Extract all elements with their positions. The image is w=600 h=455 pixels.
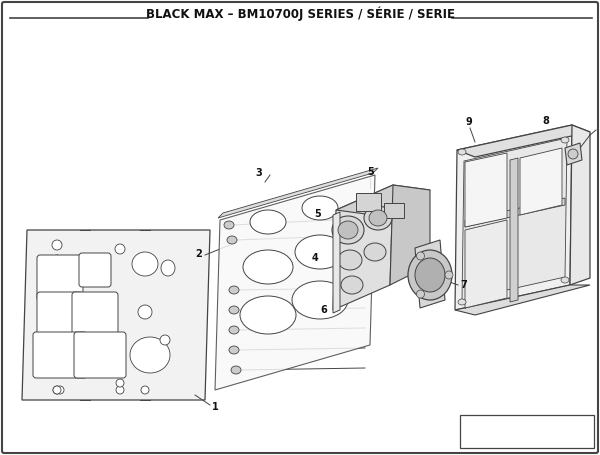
- FancyBboxPatch shape: [37, 255, 83, 301]
- Ellipse shape: [295, 235, 345, 269]
- Polygon shape: [465, 198, 565, 227]
- Ellipse shape: [458, 149, 466, 155]
- Ellipse shape: [116, 379, 124, 387]
- Text: 9: 9: [465, 117, 472, 127]
- Polygon shape: [336, 185, 430, 215]
- Polygon shape: [570, 125, 590, 285]
- FancyBboxPatch shape: [356, 193, 381, 211]
- Text: BLACK MAX – BM10700J SERIES / SÉRIE / SERIE: BLACK MAX – BM10700J SERIES / SÉRIE / SE…: [146, 7, 455, 21]
- FancyBboxPatch shape: [37, 292, 83, 338]
- Ellipse shape: [53, 386, 61, 394]
- Ellipse shape: [458, 299, 466, 305]
- FancyBboxPatch shape: [72, 292, 118, 338]
- Polygon shape: [22, 230, 210, 400]
- Ellipse shape: [445, 271, 453, 279]
- Text: FIGURE C: FIGURE C: [496, 421, 558, 435]
- Ellipse shape: [302, 196, 338, 220]
- Text: 6: 6: [320, 305, 327, 315]
- Ellipse shape: [229, 326, 239, 334]
- Ellipse shape: [568, 149, 578, 159]
- Polygon shape: [333, 212, 340, 313]
- Ellipse shape: [364, 243, 386, 261]
- Ellipse shape: [364, 206, 392, 230]
- FancyBboxPatch shape: [74, 332, 126, 378]
- Ellipse shape: [224, 221, 234, 229]
- Ellipse shape: [132, 252, 158, 276]
- Text: 3: 3: [255, 168, 262, 178]
- Ellipse shape: [116, 386, 124, 394]
- Text: 2: 2: [195, 249, 202, 259]
- Ellipse shape: [53, 386, 61, 394]
- Ellipse shape: [130, 337, 170, 373]
- Ellipse shape: [229, 346, 239, 354]
- Text: 7: 7: [460, 280, 467, 290]
- Ellipse shape: [227, 236, 237, 244]
- Ellipse shape: [243, 250, 293, 284]
- Ellipse shape: [415, 258, 445, 292]
- Polygon shape: [510, 158, 518, 302]
- Polygon shape: [333, 185, 393, 310]
- Text: 5: 5: [367, 167, 374, 177]
- FancyBboxPatch shape: [79, 253, 111, 287]
- Ellipse shape: [416, 290, 425, 298]
- Ellipse shape: [231, 366, 241, 374]
- Ellipse shape: [161, 260, 175, 276]
- Ellipse shape: [240, 296, 296, 334]
- Polygon shape: [455, 125, 572, 310]
- Ellipse shape: [338, 221, 358, 239]
- Ellipse shape: [338, 250, 362, 270]
- Polygon shape: [457, 125, 590, 157]
- Polygon shape: [465, 220, 507, 308]
- Polygon shape: [415, 240, 445, 308]
- Polygon shape: [462, 138, 567, 300]
- Ellipse shape: [408, 250, 452, 300]
- Polygon shape: [390, 185, 430, 285]
- Ellipse shape: [561, 277, 569, 283]
- Ellipse shape: [332, 216, 364, 244]
- Ellipse shape: [52, 240, 62, 250]
- Polygon shape: [565, 143, 582, 165]
- Ellipse shape: [416, 252, 425, 260]
- FancyBboxPatch shape: [33, 332, 87, 378]
- Text: 1: 1: [212, 402, 219, 412]
- Ellipse shape: [138, 305, 152, 319]
- Ellipse shape: [292, 281, 348, 319]
- Text: FIGURA C: FIGURA C: [497, 436, 556, 446]
- Polygon shape: [215, 175, 375, 390]
- Ellipse shape: [56, 386, 64, 394]
- Text: 8: 8: [542, 116, 549, 126]
- Text: 4: 4: [312, 253, 319, 263]
- Ellipse shape: [341, 276, 363, 294]
- Ellipse shape: [229, 286, 239, 294]
- Ellipse shape: [115, 244, 125, 254]
- Polygon shape: [218, 168, 378, 218]
- Polygon shape: [455, 285, 590, 315]
- Ellipse shape: [52, 255, 62, 265]
- Ellipse shape: [229, 306, 239, 314]
- Polygon shape: [465, 153, 507, 227]
- FancyBboxPatch shape: [384, 203, 404, 218]
- Ellipse shape: [141, 386, 149, 394]
- Polygon shape: [460, 415, 594, 448]
- Ellipse shape: [250, 210, 286, 234]
- Ellipse shape: [561, 137, 569, 143]
- Ellipse shape: [369, 210, 387, 226]
- Text: 5: 5: [314, 209, 321, 219]
- Ellipse shape: [160, 335, 170, 345]
- Polygon shape: [520, 148, 562, 215]
